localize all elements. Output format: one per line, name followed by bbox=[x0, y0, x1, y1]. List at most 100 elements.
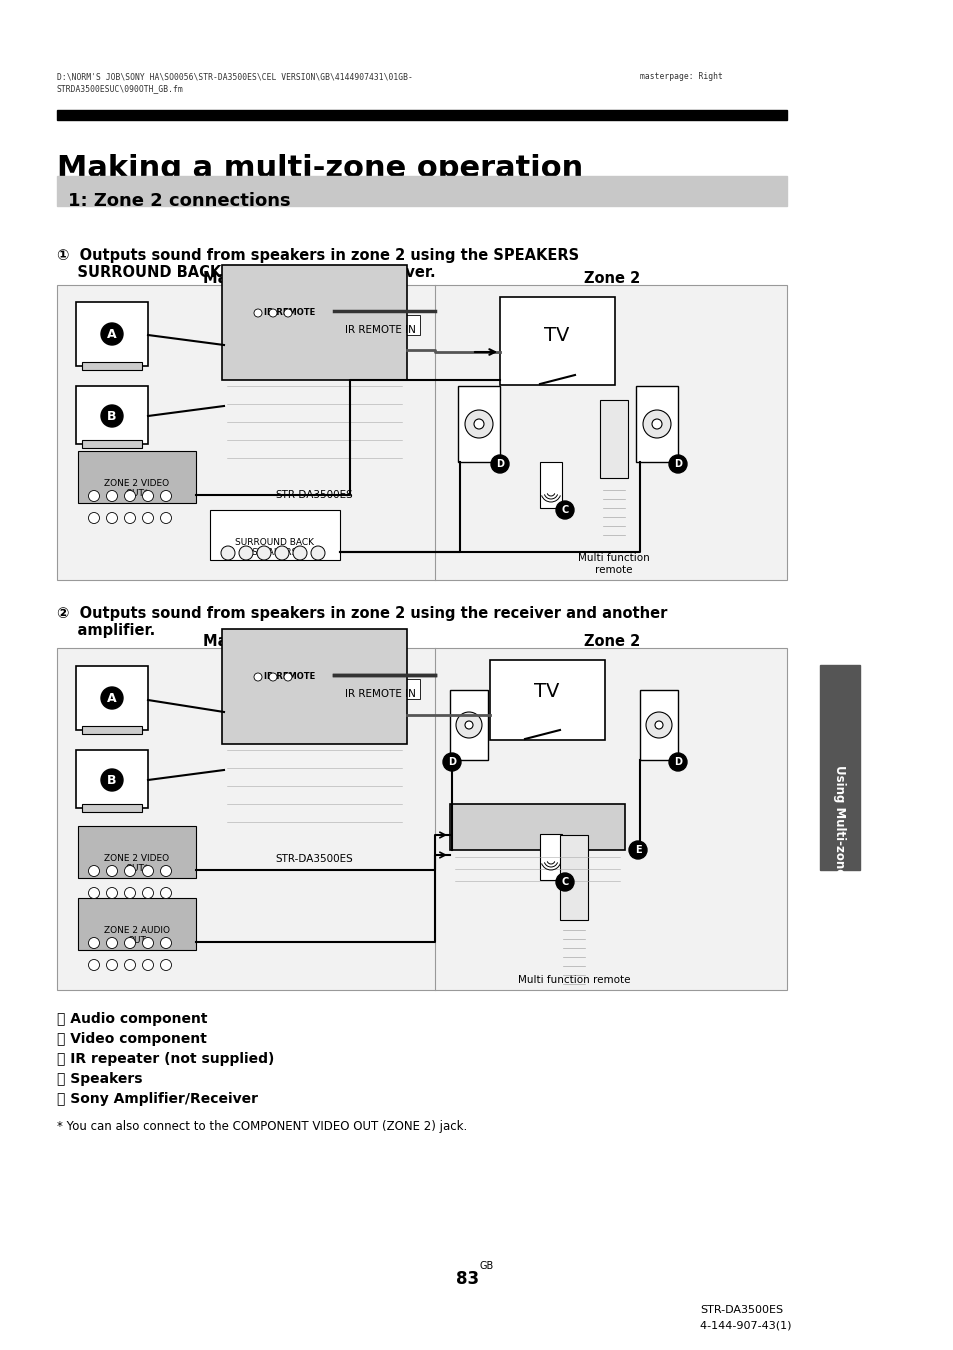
Circle shape bbox=[107, 937, 117, 949]
Bar bbox=[339, 679, 419, 699]
Circle shape bbox=[107, 865, 117, 876]
Circle shape bbox=[239, 545, 253, 560]
Circle shape bbox=[253, 309, 262, 317]
Text: IR REMOTE: IR REMOTE bbox=[264, 308, 315, 317]
Bar bbox=[246, 659, 334, 684]
Circle shape bbox=[142, 865, 153, 876]
Circle shape bbox=[284, 674, 292, 680]
Text: B: B bbox=[107, 409, 116, 423]
Circle shape bbox=[89, 513, 99, 524]
Circle shape bbox=[101, 687, 123, 709]
Text: TV: TV bbox=[534, 682, 559, 701]
Circle shape bbox=[142, 513, 153, 524]
Bar bbox=[457, 386, 499, 462]
Text: ZONE 2 VIDEO
OUT*: ZONE 2 VIDEO OUT* bbox=[104, 479, 170, 498]
Circle shape bbox=[642, 410, 670, 437]
Circle shape bbox=[253, 674, 262, 680]
Circle shape bbox=[311, 545, 325, 560]
Bar bbox=[636, 386, 678, 462]
Text: E: E bbox=[634, 845, 640, 855]
Text: D: D bbox=[673, 459, 681, 468]
Bar bbox=[539, 462, 561, 508]
Bar bbox=[82, 726, 142, 734]
Bar bbox=[499, 297, 615, 385]
Text: ZONE 2 VIDEO
OUT*: ZONE 2 VIDEO OUT* bbox=[104, 855, 170, 873]
Circle shape bbox=[668, 455, 686, 472]
Text: Ⓔ Sony Amplifier/Receiver: Ⓔ Sony Amplifier/Receiver bbox=[57, 1092, 257, 1106]
Circle shape bbox=[556, 873, 574, 891]
Text: ①  Outputs sound from speakers in zone 2 using the SPEAKERS: ① Outputs sound from speakers in zone 2 … bbox=[57, 248, 578, 263]
Circle shape bbox=[160, 513, 172, 524]
Text: Ⓓ Speakers: Ⓓ Speakers bbox=[57, 1072, 142, 1085]
Text: D:\NORM'S JOB\SONY HA\SO0056\STR-DA3500ES\CEL VERSION\GB\4144907431\01GB-: D:\NORM'S JOB\SONY HA\SO0056\STR-DA3500E… bbox=[57, 72, 413, 81]
Text: A: A bbox=[107, 691, 116, 705]
Circle shape bbox=[142, 960, 153, 971]
Text: GB: GB bbox=[479, 1261, 494, 1270]
Text: ②  Outputs sound from speakers in zone 2 using the receiver and another: ② Outputs sound from speakers in zone 2 … bbox=[57, 606, 667, 621]
Circle shape bbox=[456, 711, 481, 738]
Bar bbox=[450, 690, 488, 760]
Text: STRDA3500ESUC\090OTH_GB.fm: STRDA3500ESUC\090OTH_GB.fm bbox=[57, 84, 184, 93]
Text: STR-DA3500ES: STR-DA3500ES bbox=[274, 490, 353, 500]
Circle shape bbox=[125, 865, 135, 876]
Bar bbox=[222, 265, 407, 379]
Text: Ⓑ Video component: Ⓑ Video component bbox=[57, 1031, 207, 1046]
Text: 4-144-907-​43(1): 4-144-907-​43(1) bbox=[700, 1320, 791, 1330]
Circle shape bbox=[89, 937, 99, 949]
Bar bbox=[76, 302, 148, 366]
Text: Zone 2: Zone 2 bbox=[583, 271, 639, 286]
Bar bbox=[82, 440, 142, 448]
Circle shape bbox=[89, 887, 99, 899]
Circle shape bbox=[160, 490, 172, 501]
Text: masterpage: Right: masterpage: Right bbox=[639, 72, 722, 81]
Circle shape bbox=[651, 418, 661, 429]
Circle shape bbox=[107, 490, 117, 501]
Text: D: D bbox=[448, 757, 456, 767]
Circle shape bbox=[269, 309, 276, 317]
Circle shape bbox=[125, 513, 135, 524]
Circle shape bbox=[645, 711, 671, 738]
Bar bbox=[78, 898, 195, 950]
Circle shape bbox=[101, 769, 123, 791]
Bar bbox=[639, 690, 678, 760]
Text: STR-DA3500ES: STR-DA3500ES bbox=[700, 1305, 782, 1315]
Circle shape bbox=[269, 674, 276, 680]
Circle shape bbox=[125, 887, 135, 899]
Text: B: B bbox=[107, 774, 116, 787]
Bar bbox=[57, 109, 786, 120]
Circle shape bbox=[125, 937, 135, 949]
Circle shape bbox=[107, 887, 117, 899]
Text: ZONE 2 AUDIO
OUT: ZONE 2 AUDIO OUT bbox=[104, 926, 170, 945]
Text: IR REMOTE IN: IR REMOTE IN bbox=[344, 688, 415, 699]
Text: 83: 83 bbox=[456, 1270, 479, 1288]
Circle shape bbox=[284, 309, 292, 317]
Bar bbox=[76, 751, 148, 809]
Bar bbox=[76, 386, 148, 444]
Circle shape bbox=[668, 753, 686, 771]
Text: IR REMOTE: IR REMOTE bbox=[264, 672, 315, 680]
Circle shape bbox=[464, 721, 473, 729]
Text: Ⓐ Audio component: Ⓐ Audio component bbox=[57, 1012, 208, 1026]
Circle shape bbox=[464, 410, 493, 437]
Text: Making a multi-zone operation: Making a multi-zone operation bbox=[57, 154, 582, 184]
Bar bbox=[450, 805, 624, 850]
Circle shape bbox=[89, 960, 99, 971]
Bar bbox=[57, 285, 786, 580]
Circle shape bbox=[491, 455, 509, 472]
Circle shape bbox=[256, 545, 271, 560]
Circle shape bbox=[274, 545, 289, 560]
Circle shape bbox=[628, 841, 646, 859]
Text: A: A bbox=[107, 328, 116, 340]
Circle shape bbox=[107, 960, 117, 971]
Text: IR REMOTE IN: IR REMOTE IN bbox=[344, 325, 415, 335]
Circle shape bbox=[125, 960, 135, 971]
Circle shape bbox=[89, 490, 99, 501]
Circle shape bbox=[442, 753, 460, 771]
Circle shape bbox=[101, 323, 123, 346]
Text: Main zone: Main zone bbox=[203, 634, 287, 649]
Bar bbox=[78, 451, 195, 504]
Text: SURROUND BACK
SPEAKERS: SURROUND BACK SPEAKERS bbox=[235, 539, 314, 558]
Circle shape bbox=[125, 490, 135, 501]
Text: D: D bbox=[673, 757, 681, 767]
Bar bbox=[246, 296, 334, 321]
